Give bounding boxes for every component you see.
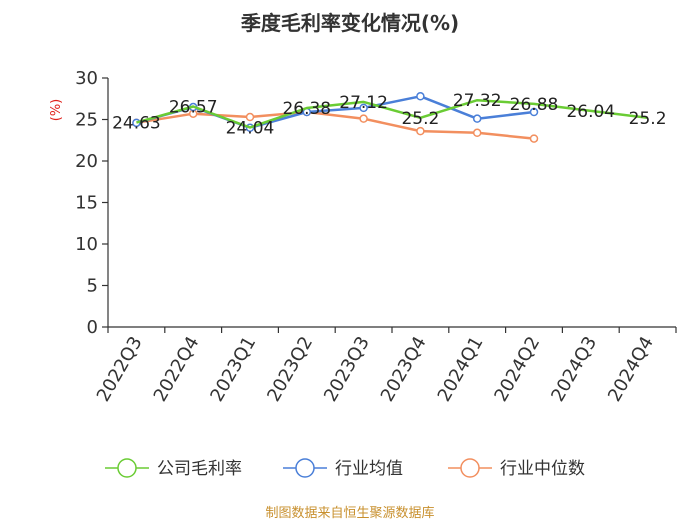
legend-label: 行业中位数 (500, 459, 585, 479)
data-point (472, 128, 482, 138)
legend-label: 行业均值 (335, 459, 403, 479)
data-label: 27.12 (339, 93, 388, 113)
y-tick-label: 5 (87, 276, 98, 297)
data-point (529, 107, 539, 117)
data-point (245, 112, 255, 122)
legend-label: 公司毛利率 (157, 459, 242, 479)
x-tick-label: 2023Q2 (263, 333, 317, 405)
data-label: 26.88 (510, 95, 559, 115)
data-point (359, 103, 368, 113)
x-tick-label: 2024Q2 (490, 333, 544, 405)
data-label: 24.04 (226, 118, 275, 138)
x-tick-label: 2024Q3 (547, 333, 601, 405)
legend-marker (295, 458, 315, 478)
data-label: 24.63 (112, 114, 161, 134)
x-tick-label: 2023Q1 (206, 333, 260, 405)
legend-item: 行业均值 (283, 458, 403, 479)
data-point (529, 134, 539, 143)
y-tick-label: 20 (75, 151, 98, 172)
series-lines (132, 92, 648, 143)
x-tick-label: 2023Q3 (320, 333, 374, 405)
y-tick-label: 25 (75, 110, 98, 131)
data-label: 26.38 (282, 99, 331, 119)
legend-marker (460, 458, 480, 478)
y-tick-label: 30 (75, 68, 98, 89)
legend-item: 公司毛利率 (105, 458, 242, 479)
data-point (416, 126, 425, 136)
data-label: 26.57 (169, 97, 218, 117)
legend: 公司毛利率 行业均值 行业中位数 (105, 458, 585, 479)
legend-item: 行业中位数 (448, 458, 585, 479)
source-note: 制图数据来自恒生聚源数据库 (265, 505, 434, 521)
data-label: 27.32 (453, 91, 502, 111)
x-tick-label: 2022Q4 (150, 333, 204, 405)
y-tick-label: 0 (87, 317, 98, 338)
y-axis-label: (%) (49, 99, 64, 122)
data-point (359, 114, 368, 123)
x-tick-label: 2023Q4 (377, 333, 431, 405)
x-tick-label: 2024Q1 (434, 333, 488, 405)
data-point (472, 114, 482, 123)
data-label: 25.2 (401, 109, 439, 129)
chart-title: 季度毛利率变化情况(%) (240, 11, 459, 35)
series-line (136, 98, 648, 129)
y-tick-label: 15 (75, 193, 98, 214)
x-tick-label: 2022Q3 (93, 333, 147, 405)
legend-marker (117, 458, 137, 478)
x-tick-label: 2024Q4 (604, 333, 658, 405)
series-1 (136, 98, 648, 129)
data-labels: 24.63 26.57 24.04 26.38 27.12 25.2 27.32 26.88 2… (112, 91, 666, 138)
series-line (136, 110, 535, 140)
y-tick-label: 10 (75, 234, 98, 255)
data-label: 25.2 (629, 109, 667, 129)
data-label: 26.04 (566, 102, 615, 122)
data-point (416, 92, 425, 101)
